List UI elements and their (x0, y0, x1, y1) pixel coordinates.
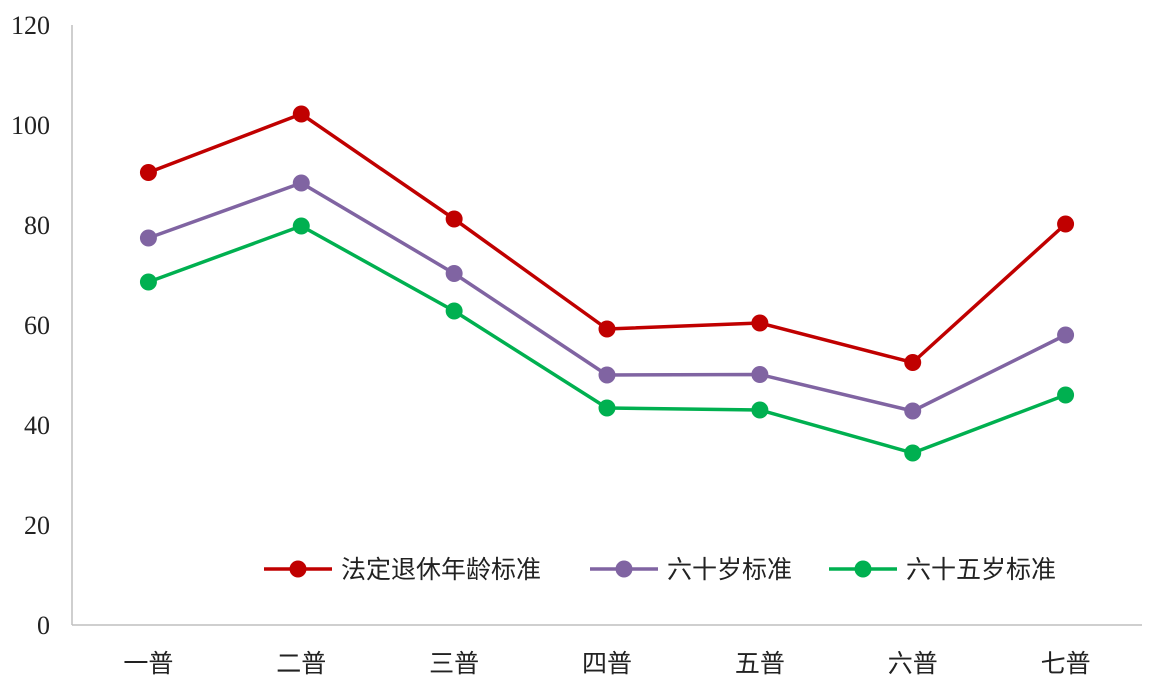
data-point (904, 354, 922, 371)
series-3 (139, 217, 1075, 462)
data-point (904, 402, 922, 420)
data-point (445, 302, 463, 320)
data-point (598, 366, 616, 384)
y-tick-label: 100 (11, 111, 50, 140)
series-1 (139, 105, 1075, 371)
data-point (751, 366, 769, 383)
y-tick-label: 80 (24, 211, 50, 240)
x-tick-label: 六普 (888, 649, 938, 678)
x-tick-label: 四普 (582, 649, 632, 678)
data-point (1057, 326, 1075, 344)
data-point (445, 210, 463, 228)
y-tick-label: 20 (24, 511, 50, 540)
legend-label: 六十岁标准 (667, 555, 792, 584)
legend-swatch-marker (615, 560, 633, 578)
legend-item: 六十岁标准 (590, 555, 792, 584)
legend: 法定退休年龄标准 六十岁标准 六十五岁标准 (264, 555, 1056, 584)
x-tick-label: 七普 (1041, 649, 1091, 678)
y-axis-ticks: 0 20 40 60 80 100 120 (11, 11, 50, 640)
series-2 (139, 174, 1075, 420)
y-tick-label: 60 (24, 311, 50, 340)
data-point (1057, 215, 1075, 233)
data-point (904, 444, 922, 462)
data-point (292, 217, 310, 235)
legend-item: 六十五岁标准 (829, 555, 1056, 584)
x-tick-label: 一普 (123, 649, 173, 678)
data-point (598, 399, 616, 417)
legend-label: 六十五岁标准 (906, 555, 1056, 584)
legend-swatch-marker (854, 560, 872, 578)
legend-swatch-marker (289, 560, 307, 578)
x-tick-label: 三普 (429, 649, 479, 678)
axes (71, 25, 1142, 626)
data-point (751, 314, 769, 332)
series-layer (139, 105, 1075, 462)
legend-label: 法定退休年龄标准 (341, 555, 541, 584)
y-tick-label: 0 (37, 611, 50, 640)
legend-item: 法定退休年龄标准 (264, 555, 541, 584)
y-tick-label: 40 (24, 411, 50, 440)
data-point (292, 105, 310, 123)
data-point (139, 229, 157, 247)
series-line (147, 224, 1067, 455)
data-point (445, 265, 463, 282)
x-tick-label: 五普 (735, 649, 785, 678)
x-axis-ticks: 一普 二普 三普 四普 五普 六普 七普 (123, 649, 1090, 678)
data-point (751, 401, 769, 419)
data-point (292, 174, 310, 192)
y-tick-label: 120 (11, 11, 50, 40)
data-point (598, 320, 616, 338)
data-point (1057, 386, 1075, 404)
x-tick-label: 二普 (276, 649, 326, 678)
data-point (139, 273, 157, 291)
data-point (139, 164, 157, 181)
